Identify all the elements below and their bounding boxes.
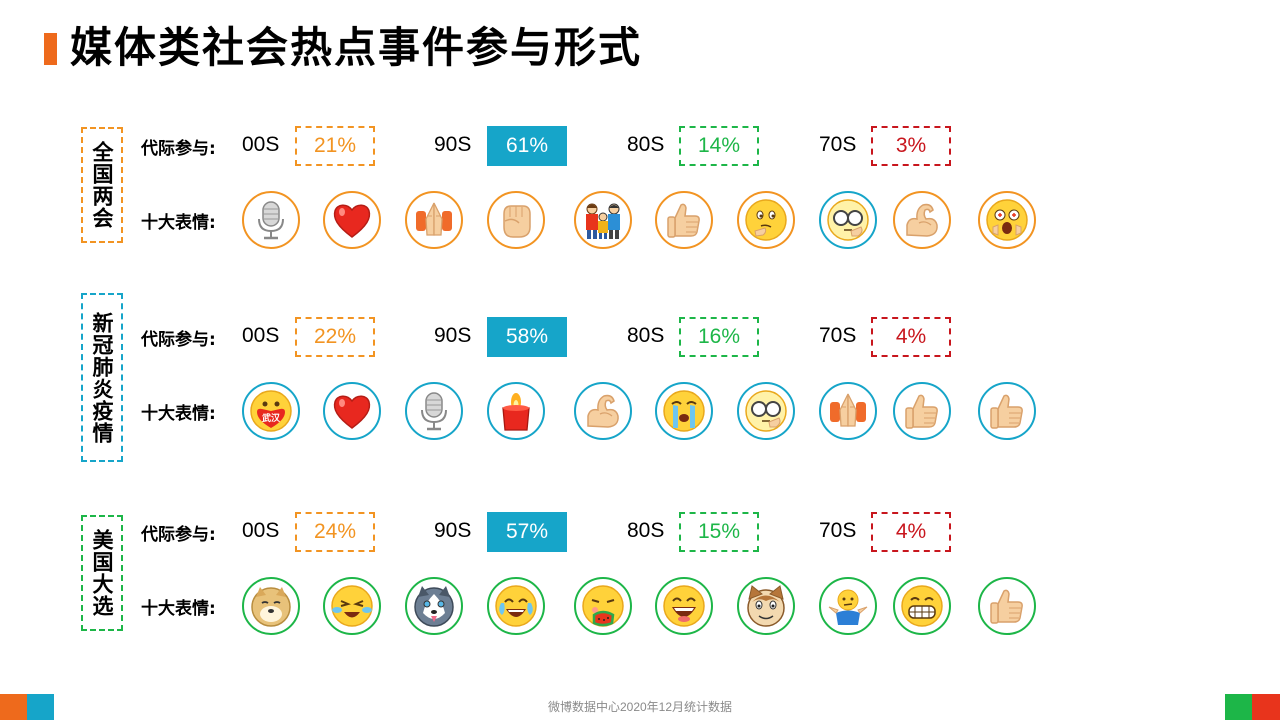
- wuhan-heart-face-icon: 武汉: [242, 382, 300, 440]
- emoji-label: 十大表情:: [141, 599, 216, 619]
- grinning-face-icon: [893, 577, 951, 635]
- generation-percentage-box: 15%: [679, 512, 759, 552]
- topic-section: 全国两会 代际参与: 00S 21% 90S 61% 80S 14% 70S 3% 十大表情:: [0, 109, 1280, 289]
- topic-label: 美国大选: [81, 515, 123, 631]
- generation-percentage-box: 4%: [871, 512, 951, 552]
- face-with-glasses-icon: [737, 382, 795, 440]
- doge-icon: [242, 577, 300, 635]
- laughing-face-icon: [655, 577, 713, 635]
- pray-hands-icon: [405, 191, 463, 249]
- generation-label: 80S: [627, 324, 665, 347]
- tears-of-joy-icon: [487, 577, 545, 635]
- generation-label: 90S: [434, 133, 472, 156]
- generation-percentage-box: 61%: [487, 126, 567, 166]
- laugh-cry-icon: [323, 577, 381, 635]
- corner-block-teal: [27, 694, 54, 720]
- microphone-icon: [242, 191, 300, 249]
- generation-percentage-box: 58%: [487, 317, 567, 357]
- emoji-label: 十大表情:: [141, 213, 216, 233]
- family-icon: [574, 191, 632, 249]
- generation-label: 00S: [242, 324, 280, 347]
- generation-label: 00S: [242, 133, 280, 156]
- topic-section: 新冠肺炎疫情 代际参与: 00S 22% 90S 58% 80S 16% 70S 4% 十大表情: 武…: [0, 293, 1280, 480]
- generation-percentage-box: 21%: [295, 126, 375, 166]
- flexed-biceps-icon: [893, 191, 951, 249]
- thumbs-up-icon: [655, 191, 713, 249]
- thumbs-up-icon: [893, 382, 951, 440]
- heart-icon: [323, 191, 381, 249]
- title-accent-bar: [44, 33, 57, 65]
- corner-block-red: [1252, 694, 1280, 720]
- generation-label: 80S: [627, 133, 665, 156]
- page-title: 媒体类社会热点事件参与形式: [70, 23, 643, 72]
- participation-label: 代际参与:: [141, 139, 216, 159]
- generation-label: 80S: [627, 519, 665, 542]
- face-with-glasses-icon: [819, 191, 877, 249]
- flexed-biceps-icon: [574, 382, 632, 440]
- cat-face-icon: [737, 577, 795, 635]
- participation-label: 代际参与:: [141, 330, 216, 350]
- crying-face-icon: [655, 382, 713, 440]
- generation-label: 70S: [819, 519, 857, 542]
- corner-block-green: [1225, 694, 1252, 720]
- generation-label: 70S: [819, 133, 857, 156]
- shrug-icon: [819, 577, 877, 635]
- thumbs-up-icon: [978, 382, 1036, 440]
- corner-block-orange: [0, 694, 27, 720]
- emoji-label: 十大表情:: [141, 404, 216, 424]
- generation-percentage-box: 22%: [295, 317, 375, 357]
- generation-percentage-box: 24%: [295, 512, 375, 552]
- participation-label: 代际参与:: [141, 525, 216, 545]
- generation-label: 70S: [819, 324, 857, 347]
- fist-icon: [487, 191, 545, 249]
- heart-icon: [323, 382, 381, 440]
- generation-label: 00S: [242, 519, 280, 542]
- topic-label: 全国两会: [81, 127, 123, 243]
- generation-percentage-box: 14%: [679, 126, 759, 166]
- amazed-face-icon: [978, 191, 1036, 249]
- husky-icon: [405, 577, 463, 635]
- pray-hands-icon: [819, 382, 877, 440]
- generation-label: 90S: [434, 519, 472, 542]
- generation-label: 90S: [434, 324, 472, 347]
- thinking-face-icon: [737, 191, 795, 249]
- eating-melon-icon: [574, 577, 632, 635]
- svg-text:武汉: 武汉: [262, 412, 281, 424]
- microphone-icon: [405, 382, 463, 440]
- generation-percentage-box: 57%: [487, 512, 567, 552]
- topic-section: 美国大选 代际参与: 00S 24% 90S 57% 80S 15% 70S 4% 十大表情:: [0, 495, 1280, 675]
- thumbs-up-icon: [978, 577, 1036, 635]
- generation-percentage-box: 3%: [871, 126, 951, 166]
- generation-percentage-box: 4%: [871, 317, 951, 357]
- generation-percentage-box: 16%: [679, 317, 759, 357]
- footer-source: 微博数据中心2020年12月统计数据: [547, 700, 733, 714]
- candle-icon: [487, 382, 545, 440]
- topic-label: 新冠肺炎疫情: [81, 293, 123, 462]
